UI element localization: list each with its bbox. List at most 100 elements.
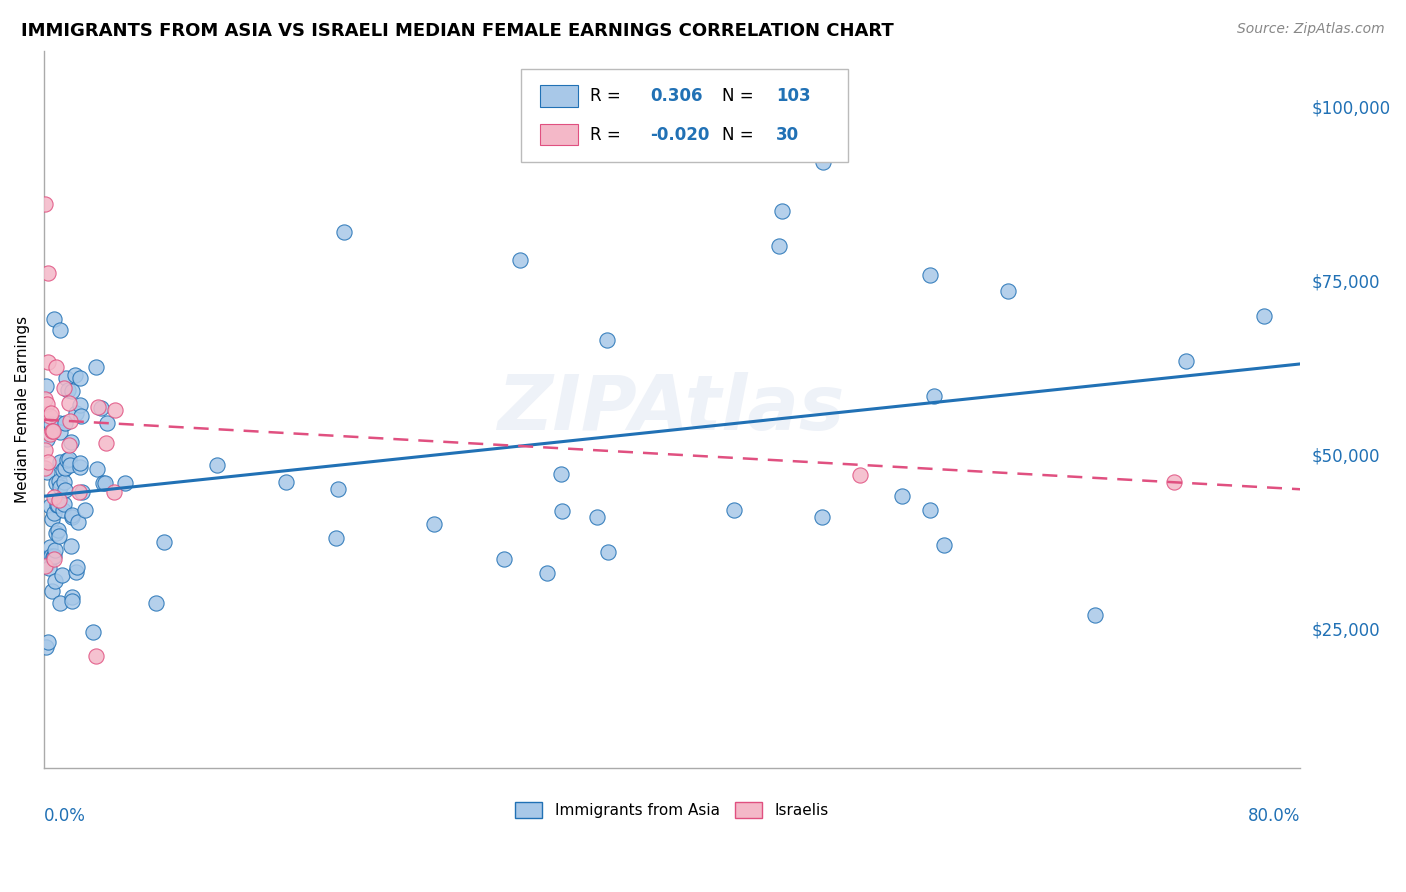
Point (41, 584, 63, 599)
Point (59, 414, 82, 428)
Point (997, 284, 1019, 298)
Point (49, 455, 72, 469)
Point (34, 558, 56, 573)
Text: ZIPAtlas: ZIPAtlas (498, 372, 845, 446)
Point (65, 406, 87, 420)
Point (48, 596, 70, 610)
Point (44, 312, 66, 326)
Point (38, 426, 60, 441)
Point (82, 625, 104, 640)
Point (60, 510, 83, 524)
Point (586, 510, 609, 524)
Point (59, 458, 82, 472)
Point (596, 333, 619, 347)
Point (67, 484, 90, 499)
Point (69, 459, 91, 474)
Point (810, 509, 832, 524)
Point (48, 425, 70, 439)
Point (723, 503, 745, 517)
Point (96, 417, 118, 431)
Point (69, 371, 91, 385)
Point (38, 560, 60, 574)
Point (90, 401, 112, 416)
Point (34, 379, 56, 393)
Point (509, 252, 531, 267)
Point (45, 359, 67, 374)
Point (58, 396, 80, 410)
Point (770, 203, 793, 218)
Point (69, 457, 91, 471)
Point (42, 549, 65, 564)
Point (45, 525, 67, 540)
Point (46, 498, 69, 512)
Point (48, 529, 70, 543)
Point (891, 489, 914, 503)
Point (811, 155, 834, 169)
Text: Source: ZipAtlas.com: Source: ZipAtlas.com (1237, 22, 1385, 37)
Point (423, 517, 446, 532)
Point (934, 538, 956, 552)
Point (35, 432, 58, 446)
Point (922, 388, 945, 402)
Point (63, 368, 86, 382)
Point (39, 417, 62, 431)
Text: R =: R = (591, 126, 626, 144)
Point (326, 482, 349, 496)
Point (52, 497, 75, 511)
Point (103, 402, 125, 417)
Point (39, 500, 62, 514)
Point (551, 504, 574, 518)
Point (41, 511, 63, 525)
Y-axis label: Median Female Earnings: Median Female Earnings (15, 316, 30, 503)
Point (536, 566, 558, 580)
Point (494, 552, 516, 566)
Point (550, 467, 572, 481)
Point (39, 409, 62, 424)
Point (45, 498, 67, 512)
Point (59, 539, 82, 553)
Point (849, 468, 872, 483)
Point (53, 461, 76, 475)
Point (48, 492, 70, 507)
Point (51, 567, 73, 582)
Point (1163, 475, 1185, 490)
Point (34, 392, 56, 406)
Point (60, 590, 83, 604)
Point (41, 424, 63, 438)
Point (52, 502, 75, 516)
Point (1175, 354, 1198, 368)
Point (37, 396, 59, 410)
Point (114, 475, 136, 490)
Text: R =: R = (591, 87, 626, 105)
Point (59, 435, 82, 450)
Point (35, 640, 58, 654)
Text: 103: 103 (776, 87, 811, 105)
Point (53, 475, 76, 489)
Point (86, 462, 108, 476)
Point (53, 416, 76, 430)
Point (207, 458, 229, 472)
Point (145, 596, 167, 610)
Point (60, 508, 83, 523)
Legend: Immigrants from Asia, Israelis: Immigrants from Asia, Israelis (509, 797, 835, 824)
Point (918, 503, 941, 517)
Point (45, 475, 67, 490)
Point (37, 635, 59, 649)
Point (44, 542, 66, 557)
Point (37, 465, 59, 479)
Point (69, 398, 91, 412)
Text: -0.020: -0.020 (651, 126, 710, 144)
FancyBboxPatch shape (540, 85, 578, 107)
Point (34, 443, 56, 458)
Point (152, 534, 174, 549)
Point (84, 359, 107, 374)
Point (58, 451, 80, 466)
Point (73, 503, 96, 517)
Point (920, 268, 942, 282)
Point (325, 531, 347, 545)
Point (48, 475, 70, 489)
Point (34, 461, 56, 475)
Point (34, 197, 56, 211)
Point (48, 416, 70, 430)
Point (70, 484, 93, 499)
